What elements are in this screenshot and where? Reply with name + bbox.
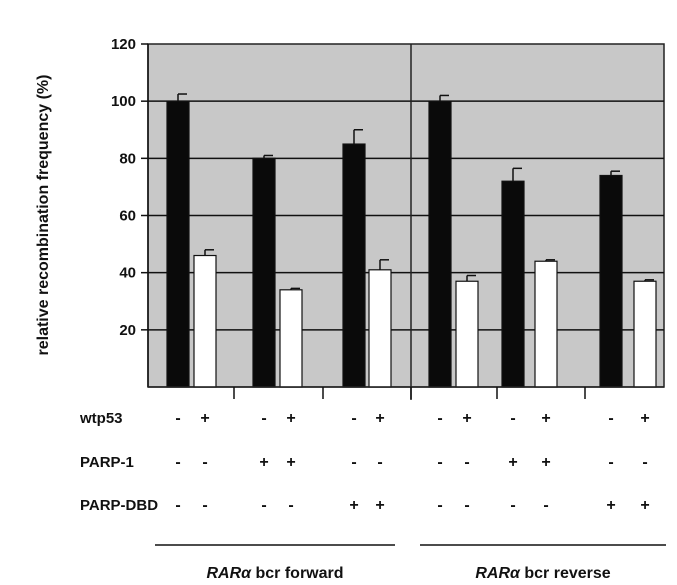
y-axis: 20 40 60 80 100 120	[111, 36, 149, 387]
condition-sign: +	[349, 497, 358, 514]
condition-sign: -	[351, 410, 356, 427]
condition-sign: -	[464, 497, 469, 514]
condition-sign: -	[543, 497, 548, 514]
y-tick-label: 80	[119, 150, 136, 167]
condition-sign: -	[437, 497, 442, 514]
bar-9	[501, 180, 525, 388]
condition-sign: -	[510, 497, 515, 514]
condition-sign: +	[541, 454, 550, 471]
condition-sign: +	[375, 497, 384, 514]
y-tick-label: 100	[111, 93, 136, 110]
condition-sign: +	[541, 410, 550, 427]
group-label: RARα bcr reverse	[475, 565, 610, 582]
condition-sign: -	[351, 454, 356, 471]
bar-1	[166, 100, 190, 388]
condition-sign: -	[261, 410, 266, 427]
bar-12	[633, 280, 657, 388]
group-label: RARα bcr forward	[206, 565, 343, 582]
bars	[166, 93, 657, 388]
condition-sign: +	[286, 410, 295, 427]
condition-sign: -	[464, 454, 469, 471]
y-tick-label: 20	[119, 322, 136, 339]
condition-sign: +	[375, 410, 384, 427]
condition-sign: -	[642, 454, 647, 471]
group-labels: RARα bcr forward RARα bcr reverse	[155, 544, 666, 582]
condition-label: PARP-DBD	[80, 497, 158, 514]
condition-sign: -	[288, 497, 293, 514]
condition-sign: +	[462, 410, 471, 427]
bar-6	[368, 269, 392, 388]
condition-sign: -	[175, 497, 180, 514]
bar-7	[428, 100, 452, 388]
condition-label: wtp53	[79, 410, 123, 427]
condition-sign: +	[259, 454, 268, 471]
bar-5	[342, 143, 366, 388]
condition-sign: -	[437, 454, 442, 471]
condition-sign: +	[606, 497, 615, 514]
condition-sign: -	[202, 497, 207, 514]
condition-sign: -	[608, 454, 613, 471]
condition-sign: +	[640, 410, 649, 427]
bar-10	[534, 260, 558, 388]
bar-8	[455, 280, 479, 388]
y-axis-label: relative recombination frequency (%)	[35, 75, 52, 356]
bar-2	[193, 254, 217, 388]
condition-sign: -	[175, 410, 180, 427]
condition-sign: -	[608, 410, 613, 427]
condition-sign: -	[510, 410, 515, 427]
condition-sign: -	[261, 497, 266, 514]
group-label-gene: RARα	[206, 565, 252, 582]
group-label-rest: bcr forward	[251, 565, 343, 582]
bar-3	[252, 157, 276, 388]
condition-sign: -	[437, 410, 442, 427]
condition-label: PARP-1	[80, 454, 134, 471]
y-tick-label: 60	[119, 208, 136, 225]
condition-sign: +	[200, 410, 209, 427]
y-tick-label: 40	[119, 265, 136, 282]
condition-sign: -	[377, 454, 382, 471]
gridlines	[148, 100, 664, 331]
condition-sign: +	[286, 454, 295, 471]
condition-sign: +	[640, 497, 649, 514]
group-label-gene: RARα	[475, 565, 521, 582]
condition-sign: -	[202, 454, 207, 471]
bar-4	[279, 289, 303, 388]
condition-sign: +	[508, 454, 517, 471]
condition-sign: -	[175, 454, 180, 471]
condition-table: wtp53- + - + - + - + - + - +PARP-1- - + + - - - - + + - -PARP-…	[79, 410, 650, 514]
y-tick-label: 120	[111, 36, 136, 53]
x-axis	[148, 386, 664, 399]
bar-11	[599, 174, 623, 388]
group-label-rest: bcr reverse	[520, 565, 611, 582]
